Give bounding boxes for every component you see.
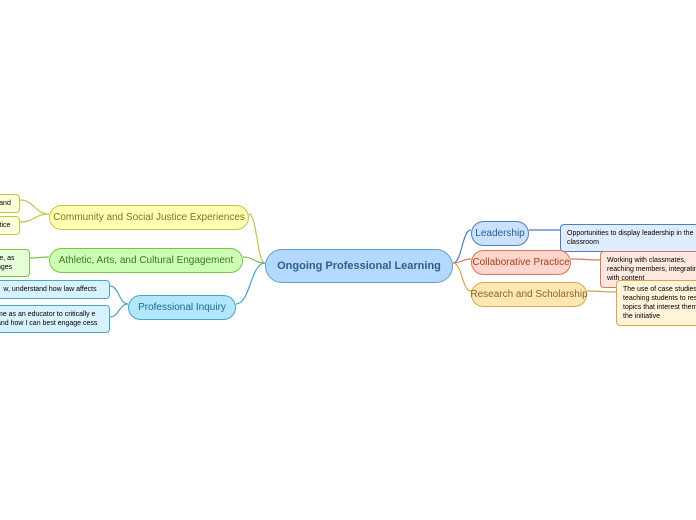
leaf-node-3-1: tice	[0, 216, 20, 235]
leaf-node-5-0: w, understand how law affects	[0, 280, 110, 299]
branch-node-5: Professional Inquiry	[128, 295, 236, 320]
branch-node-0: Leadership	[471, 221, 529, 246]
leaf-node-0-0: Opportunities to display leadership in t…	[560, 224, 696, 252]
leaf-node-4-0: re, as nges	[0, 249, 30, 277]
leaf-node-5-1: me as an educator to critically e and ho…	[0, 305, 110, 333]
branch-node-3: Community and Social Justice Experiences	[49, 205, 249, 230]
leaf-node-2-0: The use of case studies in teaching stud…	[616, 280, 696, 326]
branch-node-1: Collaborative Practice	[471, 250, 571, 275]
center-node: Ongoing Professional Learning	[265, 249, 453, 283]
branch-node-4: Athletic, Arts, and Cultural Engagement	[49, 248, 243, 273]
branch-node-2: Research and Scholarship	[471, 282, 587, 307]
leaf-node-3-0: and	[0, 194, 20, 213]
